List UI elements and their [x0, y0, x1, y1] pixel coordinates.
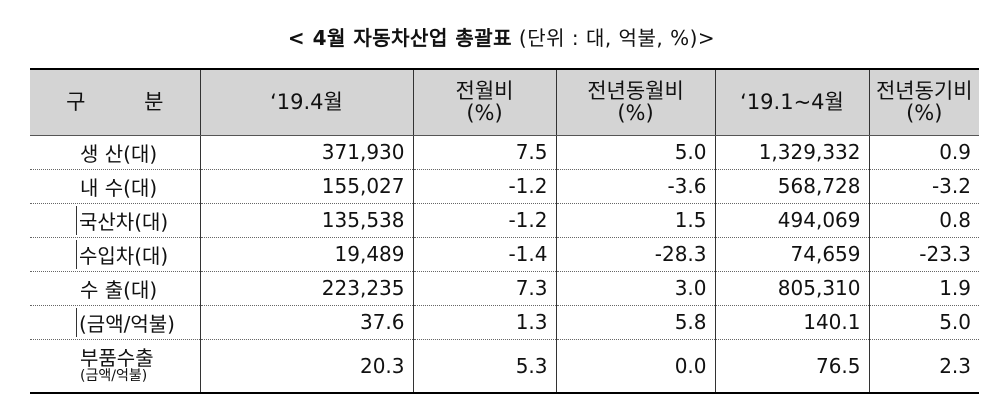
table-cell: 494,069	[715, 203, 870, 238]
table-row-export-amount: (금액/억불) 37.6 1.3 5.8 140.1 5.0	[30, 305, 979, 340]
header-yoy-month: 전년동월비 (%)	[556, 68, 716, 136]
header-apr-2019: ‘19.4월	[200, 68, 414, 136]
table-row-domestic: 내 수(대) 155,027 -1.2 -3.6 568,728 -3.2	[30, 169, 979, 204]
table-cell: -28.3	[556, 237, 716, 272]
table-cell: -3.6	[556, 169, 716, 204]
table-cell: 155,027	[200, 169, 414, 204]
table-cell: 5.0	[869, 305, 979, 340]
header-jan-apr-2019: ‘19.1~4월	[715, 68, 870, 136]
table-cell: -1.2	[413, 169, 557, 204]
table-cell: -23.3	[869, 237, 979, 272]
row-label: 수 출(대)	[30, 271, 201, 306]
table-row-domestic-cars: 국산차(대) 135,538 -1.2 1.5 494,069 0.8	[30, 203, 979, 238]
table-cell: 1,329,332	[715, 135, 870, 170]
table-cell: 20.3	[200, 339, 414, 394]
header-mom: 전월비 (%)	[413, 68, 557, 136]
table-cell: -3.2	[869, 169, 979, 204]
header-row: 구 분 ‘19.4월 전월비 (%) 전년동월비 (%) ‘19.1~4월 전년동기…	[30, 68, 979, 136]
table-cell: 19,489	[200, 237, 414, 272]
row-label: 수입차(대)	[30, 237, 201, 272]
table-cell: 74,659	[715, 237, 870, 272]
table-cell: 0.0	[556, 339, 716, 394]
table-cell: 135,538	[200, 203, 414, 238]
row-label: (금액/억불)	[30, 305, 201, 340]
table-cell: 5.0	[556, 135, 716, 170]
table-cell: 1.9	[869, 271, 979, 306]
table-cell: 7.5	[413, 135, 557, 170]
table-cell: 140.1	[715, 305, 870, 340]
table-cell: -1.2	[413, 203, 557, 238]
table-cell: 568,728	[715, 169, 870, 204]
row-label: 생 산(대)	[30, 135, 201, 170]
table-cell: 7.3	[413, 271, 557, 306]
table-cell: 76.5	[715, 339, 870, 394]
table-cell: 37.6	[200, 305, 414, 340]
table-cell: 223,235	[200, 271, 414, 306]
header-yoy-period: 전년동기비 (%)	[869, 68, 979, 136]
table-cell: -1.4	[413, 237, 557, 272]
table-cell: 2.3	[869, 339, 979, 394]
table-cell: 5.8	[556, 305, 716, 340]
table-row-imported-cars: 수입차(대) 19,489 -1.4 -28.3 74,659 -23.3	[30, 237, 979, 272]
table-title-unit: (단위 : 대, 억불, %)>	[512, 26, 716, 50]
table-cell: 3.0	[556, 271, 716, 306]
summary-table: 구 분 ‘19.4월 전월비 (%) 전년동월비 (%) ‘19.1~4월 전년동기…	[30, 68, 979, 394]
table-cell: 371,930	[200, 135, 414, 170]
row-label: 내 수(대)	[30, 169, 201, 204]
table-title: < 4월 자동차산업 총괄표 (단위 : 대, 억불, %)>	[0, 22, 1003, 51]
table-row-parts-export: 부품수출 (금액/억불) 20.3 5.3 0.0 76.5 2.3	[30, 339, 979, 394]
row-label: 국산차(대)	[30, 203, 201, 238]
table-cell: 1.3	[413, 305, 557, 340]
table-cell: 5.3	[413, 339, 557, 394]
table-title-main: < 4월 자동차산업 총괄표	[287, 26, 513, 50]
table-row-production: 생 산(대) 371,930 7.5 5.0 1,329,332 0.9	[30, 135, 979, 170]
table-cell: 0.8	[869, 203, 979, 238]
row-label: 부품수출 (금액/억불)	[30, 339, 201, 394]
table-cell: 1.5	[556, 203, 716, 238]
table-row-export: 수 출(대) 223,235 7.3 3.0 805,310 1.9	[30, 271, 979, 306]
header-category: 구 분	[30, 68, 201, 136]
table-cell: 805,310	[715, 271, 870, 306]
table-cell: 0.9	[869, 135, 979, 170]
